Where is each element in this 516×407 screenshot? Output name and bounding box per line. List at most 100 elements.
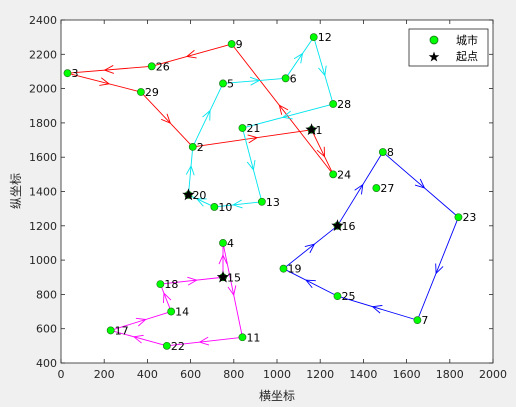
x-axis-ticks: 0 200 400 600 800 1000 1200 1400 1600 1800 2000 <box>58 20 507 381</box>
route-arrow-25-19 <box>305 279 316 289</box>
x-tick-label: 1000 <box>263 368 291 381</box>
city-point-2 <box>188 143 197 151</box>
x-tick-label: 1200 <box>306 368 334 381</box>
x-tick-label: 2000 <box>479 368 507 381</box>
route-segment-1-24 <box>311 129 334 175</box>
point-label-24: 24 <box>337 168 351 181</box>
city-point-28 <box>329 100 338 108</box>
city-point-4 <box>219 239 227 247</box>
x-tick-label: 200 <box>94 368 115 381</box>
route-arrow-22-17 <box>132 334 144 344</box>
route-segment-3-29 <box>67 72 142 93</box>
route-arrow-29-2 <box>161 113 172 124</box>
legend-box <box>408 28 489 67</box>
y-tick-label: 800 <box>36 288 57 301</box>
point-label-10: 10 <box>218 201 232 214</box>
y-tick-label: 1600 <box>29 151 57 164</box>
start-point-15 <box>216 270 230 283</box>
point-label-2: 2 <box>197 141 204 154</box>
route-segment-20-2 <box>187 146 194 195</box>
point-label-28: 28 <box>337 98 351 111</box>
route-arrow-18-15 <box>187 276 198 286</box>
route-arrow-11-22 <box>198 336 210 346</box>
x-tick-label: 400 <box>137 368 158 381</box>
legend: 城市 起点 <box>408 28 489 67</box>
route-arrow-14-18 <box>163 292 172 304</box>
y-tick-label: 1200 <box>29 220 57 233</box>
y-tick-label: 1800 <box>29 117 57 130</box>
point-label-12: 12 <box>318 31 332 44</box>
route-segment-2-1 <box>192 129 312 148</box>
route-arrow-12-28 <box>318 65 327 77</box>
start-point-1 <box>305 123 318 136</box>
route-arrow-4-11 <box>227 285 237 297</box>
city-point-7 <box>413 316 422 325</box>
y-tick-label: 400 <box>36 357 57 370</box>
point-label-22: 22 <box>171 340 185 353</box>
route-arrow-15-4 <box>218 253 228 265</box>
point-label-14: 14 <box>175 306 189 319</box>
route-arrow-8-23 <box>414 178 426 189</box>
route-segment-12-28 <box>313 37 334 105</box>
route-segment-19-16 <box>283 225 338 270</box>
point-label-6: 6 <box>290 72 297 85</box>
city-point-25 <box>333 292 342 301</box>
point-label-26: 26 <box>156 60 170 73</box>
cities-layer <box>63 33 463 350</box>
x-tick-label: 1400 <box>349 368 377 381</box>
plot-area <box>61 20 493 363</box>
route-arrow-24-9 <box>278 104 289 115</box>
route-segment-28-21 <box>242 103 334 129</box>
legend-city-marker <box>429 35 439 45</box>
point-label-5: 5 <box>227 77 234 90</box>
route-segment-10-20 <box>188 194 215 208</box>
y-tick-label: 2400 <box>29 14 57 27</box>
point-label-13: 13 <box>266 196 280 209</box>
city-point-10 <box>210 203 219 211</box>
route-segment-23-7 <box>416 217 459 321</box>
point-label-17: 17 <box>115 324 129 337</box>
route-segment-26-3 <box>67 65 152 74</box>
route-segment-16-8 <box>337 151 384 227</box>
point-label-7: 7 <box>421 314 428 327</box>
route-segment-2-5 <box>192 83 224 148</box>
city-point-9 <box>227 40 236 48</box>
route-arrow-2-5 <box>202 109 211 121</box>
route-segment-13-10 <box>214 201 262 208</box>
city-point-11 <box>238 333 247 342</box>
route-segment-18-15 <box>160 276 224 285</box>
y-tick-label: 600 <box>36 323 57 336</box>
city-point-17 <box>106 326 115 335</box>
route-arrow-9-26 <box>185 49 197 59</box>
route-arrow-1-24 <box>316 146 326 158</box>
city-point-23 <box>454 213 463 222</box>
route-arrow-17-14 <box>135 317 147 327</box>
route-segment-8-23 <box>382 151 459 218</box>
legend-start-marker <box>428 51 440 62</box>
point-label-25: 25 <box>341 290 355 303</box>
route-segment-14-18 <box>159 283 172 312</box>
city-point-3 <box>63 69 72 78</box>
route-segment-4-11 <box>222 242 243 338</box>
route-arrow-10-20 <box>195 198 207 207</box>
routes-layer <box>67 36 459 347</box>
city-point-29 <box>137 88 145 96</box>
point-label-15: 15 <box>227 271 241 284</box>
route-arrow-13-10 <box>232 199 243 209</box>
point-label-9: 9 <box>236 38 243 51</box>
city-point-13 <box>257 197 266 206</box>
x-tick-label: 1800 <box>436 368 464 381</box>
route-segment-5-6 <box>222 77 286 84</box>
route-arrow-26-3 <box>103 65 115 74</box>
point-label-16: 16 <box>341 220 355 233</box>
legend-start-label: 起点 <box>456 50 478 63</box>
route-arrow-21-13 <box>246 159 256 171</box>
route-segment-22-17 <box>110 329 167 347</box>
route-arrow-5-6 <box>249 76 261 86</box>
route-arrow-20-2 <box>185 164 195 176</box>
y-tick-label: 2200 <box>29 48 57 61</box>
route-arrow-2-1 <box>247 134 259 144</box>
route-segment-7-25 <box>337 295 418 321</box>
